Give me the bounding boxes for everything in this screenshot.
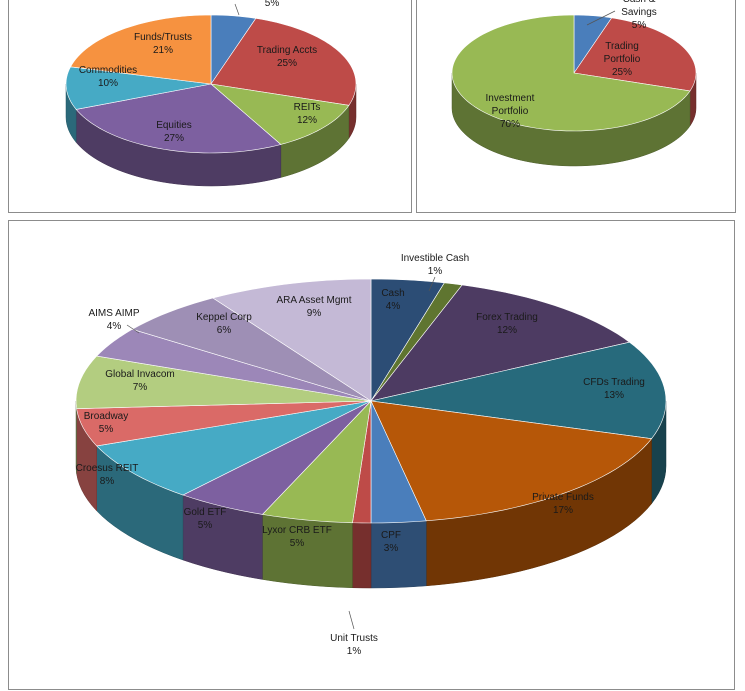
pie-slice-commodities (65, 66, 212, 110)
pie-chart-holdings-breakdown: Cash 4% Investible Cash 1% Forex Trading 12% C… (75, 253, 667, 657)
pie-top-faces (451, 14, 697, 132)
leader-line-investible-cash (428, 276, 436, 292)
pie-top-faces (65, 14, 357, 154)
data-label-keppel-corp: Keppel Corp 6% (196, 312, 252, 336)
pie-slice-cpf (370, 400, 427, 524)
pie-slice-ara-asset-mgmt (212, 278, 372, 402)
leader-line-unit-trusts (348, 610, 355, 630)
data-label-cfds-trading: CFDs Trading 13% (583, 377, 645, 401)
data-label-investible-cash: Investible Cash 1% (401, 253, 469, 277)
pie-slice-cfds-trading (370, 341, 667, 440)
pie-slice-croesus-reit (96, 400, 372, 496)
data-label-reits: REITs 12% (294, 102, 321, 126)
data-label-croesus-reit: Croesus REIT 8% (76, 463, 139, 487)
pie-slice-cash-savings (210, 14, 257, 85)
pie-top-faces (75, 278, 667, 524)
pie-slice-reits (210, 83, 350, 145)
data-label-aims-aimp: AIMS AIMP 4% (88, 308, 139, 332)
leader-line-aims-aimp (126, 324, 140, 334)
data-label-commodities: Commodities 10% (79, 65, 137, 89)
data-label-cash: Cash 4% (381, 288, 404, 312)
pie-side-unit-trusts (352, 522, 372, 589)
pie-slice-broadway (76, 400, 372, 447)
pie-slice-funds-trusts (70, 14, 212, 85)
pie-slice-investment-portfolio (451, 14, 691, 132)
pie-slice-trading-portfolio (573, 17, 697, 92)
data-label-gold-etf: Gold ETF 5% (184, 507, 227, 531)
data-label-private-funds: Private Funds 17% (532, 492, 594, 516)
pie-slice-keppel-corp (131, 297, 372, 402)
pie-slice-lyxor-crb-etf (261, 400, 372, 524)
pie-slice-forex-trading (370, 284, 631, 402)
pie-slice-trading-accts (210, 18, 357, 106)
data-label-funds-trusts: Funds/Trusts 21% (134, 32, 192, 56)
pie-slice-private-funds (370, 400, 653, 522)
data-label-equities: Equities 27% (156, 120, 192, 144)
pie-slice-global-invacom (75, 355, 372, 409)
data-label-investment-portfolio: Investment Portfolio 70% (486, 93, 535, 130)
pie-side-walls (75, 400, 667, 589)
data-label-unit-trusts: Unit Trusts 1% (330, 633, 378, 657)
data-label-trading-portfolio: Trading Portfolio 25% (604, 41, 641, 78)
data-label-trading-accts: Trading Accts 25% (257, 45, 317, 69)
pie-slice-cash-savings (573, 14, 613, 74)
pie-slice-gold-etf (182, 400, 372, 515)
data-label-broadway: Broadway 5% (84, 411, 128, 435)
pie-slice-aims-aimp (96, 328, 372, 402)
data-label-ara-asset-mgmt: ARA Asset Mgmt 9% (276, 295, 351, 319)
leader-line-cash-savings (234, 3, 240, 16)
leader-line-cash-savings (586, 10, 616, 26)
data-label-lyxor-crb-etf: Lyxor CRB ETF 5% (262, 525, 332, 549)
chart-panel-holdings-breakdown: Cash 4% Investible Cash 1% Forex Trading 12% C… (8, 220, 735, 690)
data-label-global-invacom: Global Invacom 7% (105, 369, 174, 393)
pie-data-labels: Cash 4% Investible Cash 1% Forex Trading 12% C… (76, 253, 645, 657)
data-label-forex-trading: Forex Trading 12% (476, 312, 538, 336)
data-label-cpf: CPF 3% (381, 530, 401, 554)
pie-slice-equities (75, 83, 282, 154)
pie-slice-cash (370, 278, 445, 403)
